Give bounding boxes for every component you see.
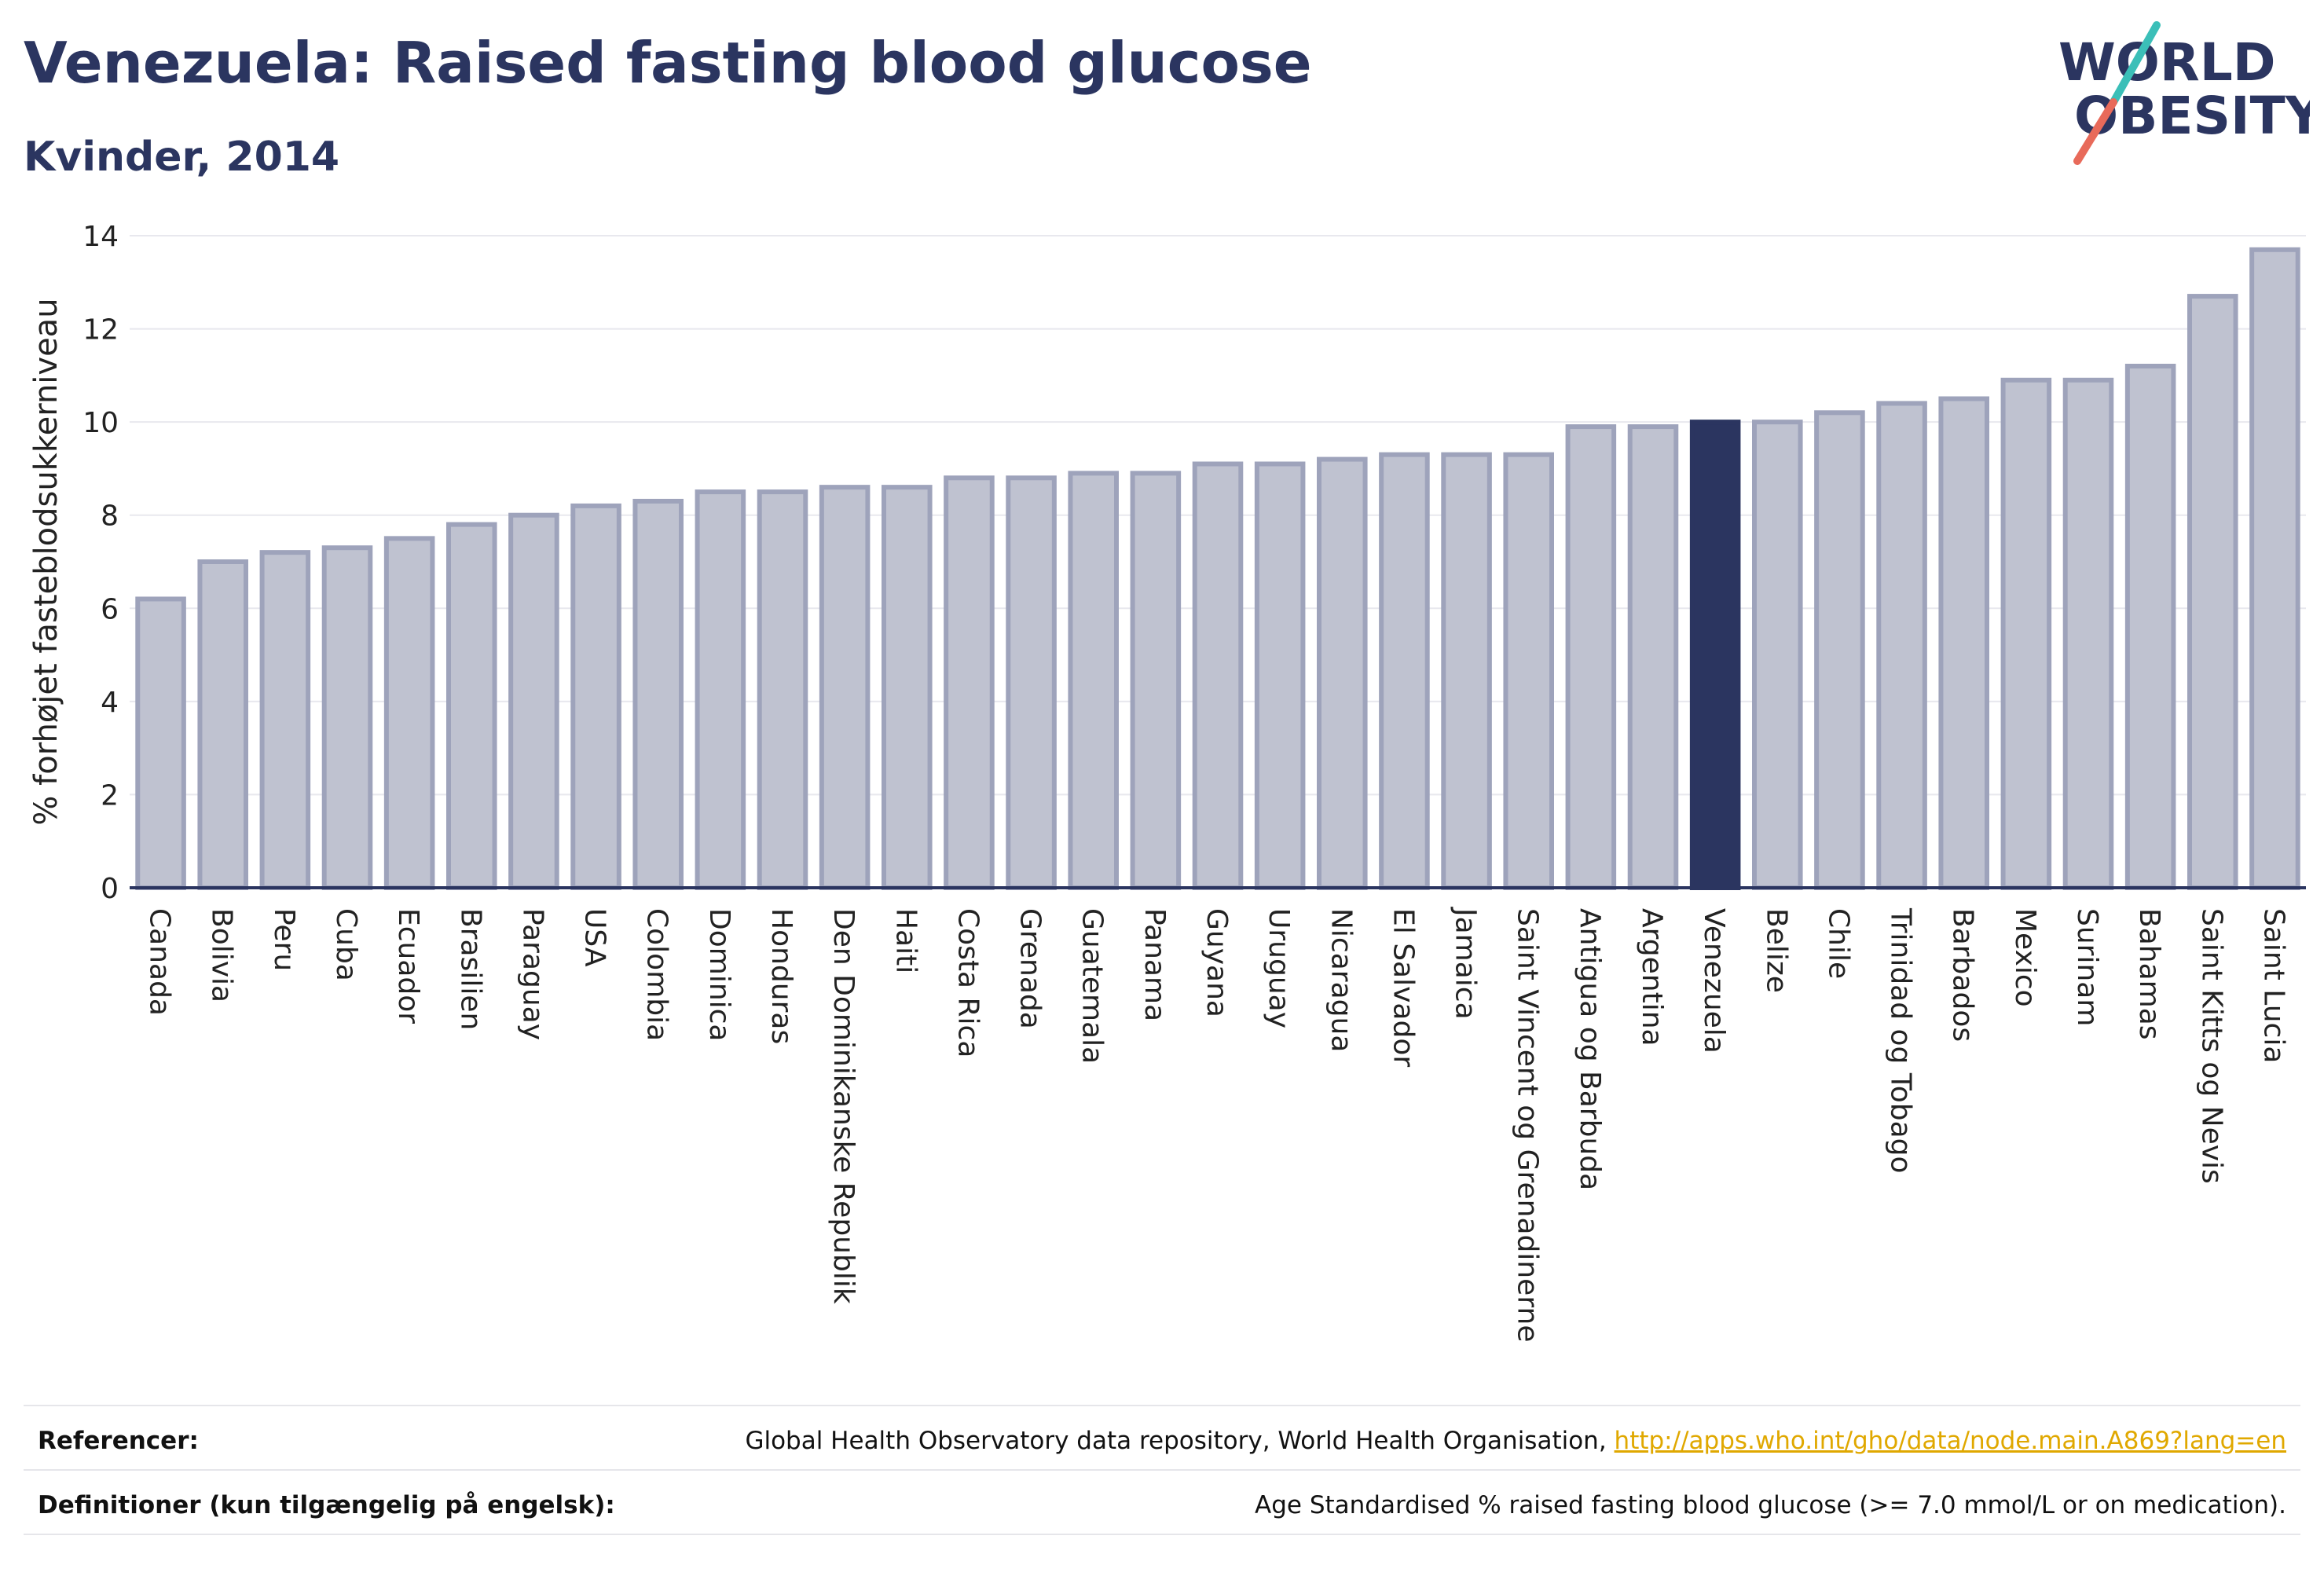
x-tick-label: Haiti [889,908,922,973]
bar [1752,420,1803,890]
logo-line1: WORLD [2058,32,2276,93]
y-tick-label: 14 [82,221,119,253]
x-tick-label: Grenada [1014,908,1047,1029]
x-tick-label: Panama [1138,908,1171,1021]
y-tick-label: 12 [82,314,119,346]
bar [1814,410,1865,890]
x-tick-label: Peru [268,908,300,971]
bar [695,489,746,890]
bar [1068,471,1119,890]
bar [1379,452,1430,890]
references-text: Global Health Observatory data repositor… [745,1427,1615,1455]
x-tick-label: Antigua og Barbuda [1574,908,1606,1190]
bar [819,485,871,891]
x-tick-label: Mexico [2009,908,2041,1007]
x-tick-label: Argentina [1636,908,1668,1046]
bar [383,536,435,890]
x-tick-label: Guatemala [1076,908,1109,1064]
bar [446,522,497,890]
bar [2124,364,2176,890]
x-tick-label: Venezuela [1698,908,1730,1054]
y-tick-label: 10 [82,407,119,439]
chart-title: Venezuela: Raised fasting blood glucose [24,30,1312,96]
bar [632,498,684,891]
logo-slash-top [2110,21,2161,106]
bar [2000,377,2052,890]
x-tick-label: Saint Kitts og Nevis [2195,908,2227,1184]
x-tick-label: Saint Lucia [2257,908,2289,1063]
bar [1938,396,1989,890]
bar [1006,475,1057,890]
x-tick-label: Belize [1760,908,1792,993]
bar [2187,294,2238,891]
bar [882,485,933,891]
x-tick-label: Barbados [1947,908,1979,1042]
bar [2249,247,2300,890]
x-tick-label: Honduras [765,908,797,1044]
bar [1627,424,1679,890]
x-tick-label: Saint Vincent og Grenadinerne [1512,908,1544,1342]
y-tick-label: 8 [101,500,119,533]
x-tick-label: Dominica [703,908,735,1042]
bar [321,545,373,890]
footer-divider-middle [24,1469,2300,1471]
x-tick-label: USA [579,908,611,967]
bar [197,559,248,890]
x-tick-label: Brasilien [454,908,486,1030]
references-link[interactable]: http://apps.who.int/gho/data/node.main.A… [1614,1427,2286,1455]
x-tick-label: Costa Rica [951,908,984,1057]
y-tick-label: 4 [101,687,119,719]
x-tick-label: Bahamas [2133,908,2165,1040]
x-tick-label: Chile [1822,908,1854,979]
x-tick-label: Colombia [641,908,673,1041]
bar [1503,452,1554,890]
y-axis-title: % forhøjet fasteblodsukkerniveau [28,298,64,825]
world-obesity-logo: WORLD OBESITY [2058,21,2310,165]
y-tick-label: 2 [101,779,119,812]
chart-subtitle: Kvinder, 2014 [24,134,340,181]
x-tick-label: Paraguay [516,908,548,1040]
logo-slash-bottom [2073,98,2117,165]
bar [1876,401,1927,890]
bar [1254,461,1306,890]
bar [1565,424,1617,890]
x-tick-label: Jamaica [1450,907,1482,1020]
footer-divider-top [24,1405,2300,1406]
x-tick-label: Surinam [2071,908,2103,1026]
bar [757,489,808,890]
bar [135,596,186,891]
definitions-value: Age Standardised % raised fasting blood … [1255,1491,2286,1519]
bar [570,503,621,890]
bar [944,475,995,890]
y-tick-label: 0 [101,873,119,905]
x-tick-label: Guyana [1200,908,1233,1017]
bar [1689,420,1741,890]
bar [2062,377,2114,890]
y-tick-label: 6 [101,593,119,625]
definitions-label: Definitioner (kun tilgængelig på engelsk… [38,1491,615,1519]
x-tick-label: Ecuador [392,908,424,1024]
references-label: Referencer: [38,1427,199,1455]
bar [259,550,311,891]
bar [1317,456,1368,890]
bar [1130,471,1182,890]
x-tick-label: Cuba [330,908,362,981]
footer-divider-bottom [24,1534,2300,1535]
x-tick-label: Canada [144,908,176,1016]
references-value: Global Health Observatory data repositor… [745,1427,2286,1455]
x-tick-label: Trinidad og Tobago [1885,907,1917,1174]
x-tick-label: Uruguay [1263,908,1295,1028]
x-tick-label: Den Dominikanske Republik [827,908,860,1304]
bar [1441,452,1492,890]
x-tick-label: El Salvador [1387,908,1419,1067]
bar [508,512,559,890]
bar [1192,461,1244,890]
x-tick-label: Nicaragua [1325,908,1357,1052]
bar-chart: 0 2 4 6 8 10 12 14 % forhøjet fasteblodsukkerniv… [28,221,2306,1342]
x-tick-label: Bolivia [206,908,238,1002]
